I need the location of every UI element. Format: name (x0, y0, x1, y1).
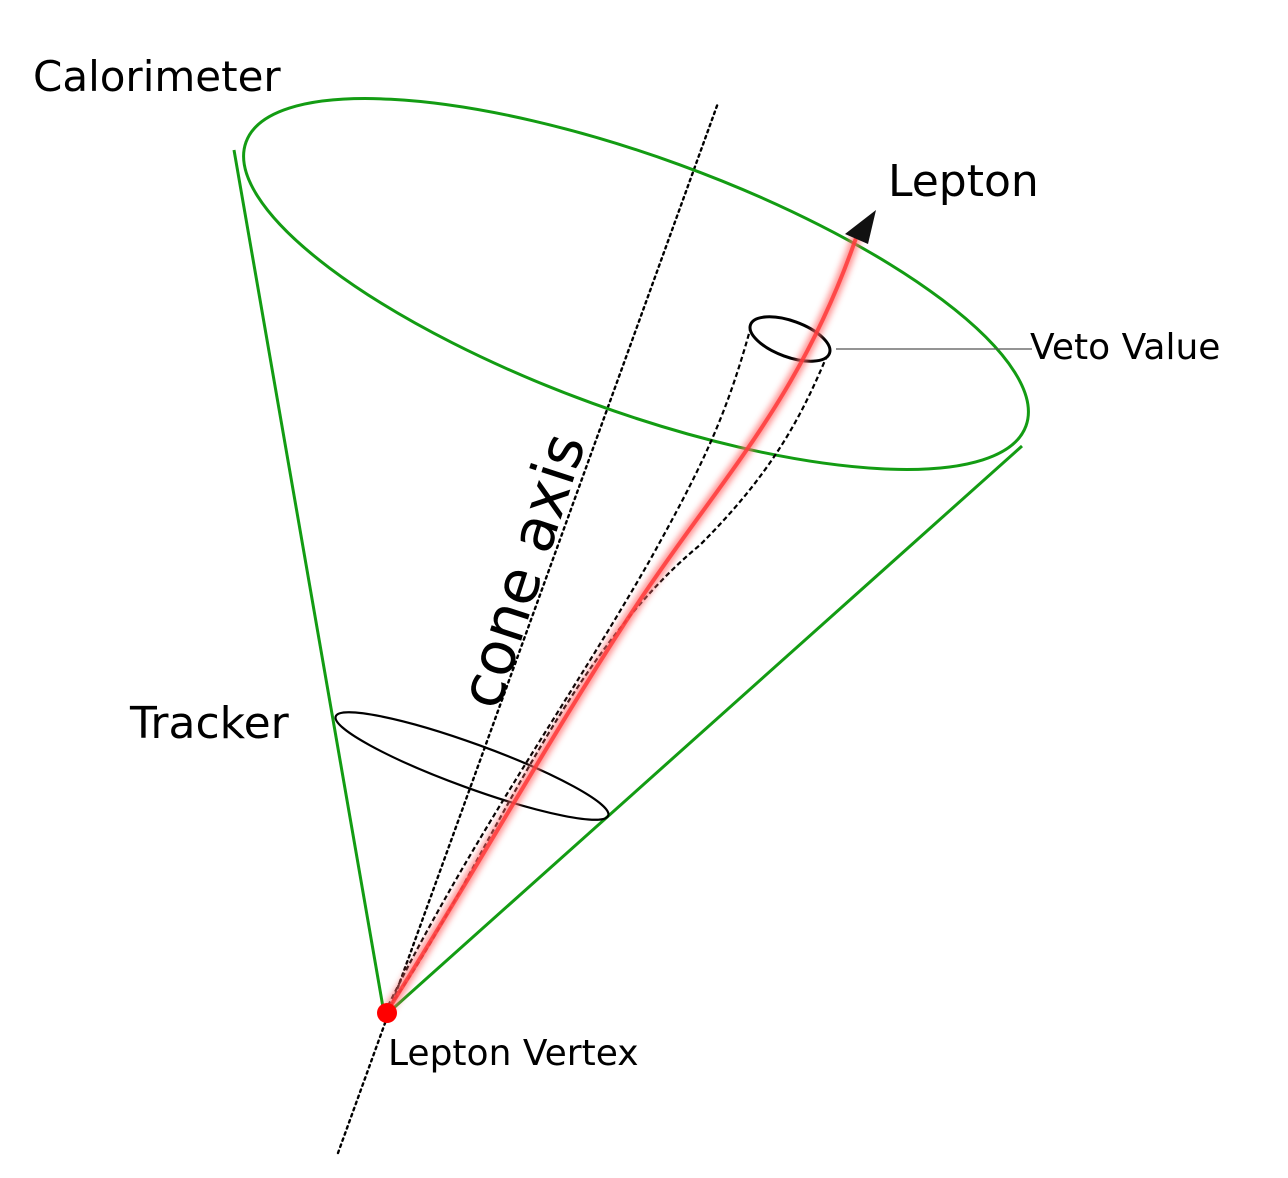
lepton-track (386, 236, 858, 1012)
cone-left-edge (232, 149, 386, 1014)
calorimeter-label: Calorimeter (33, 52, 281, 101)
veto-value-label: Veto Value (1030, 327, 1220, 368)
cone-axis-line (336, 101, 720, 1155)
lepton-label: Lepton (888, 156, 1039, 207)
tracker-ring (334, 711, 610, 821)
cone-right-edge (387, 444, 1023, 1015)
calorimeter-ring (242, 97, 1030, 471)
lepton-arrowhead (845, 210, 876, 244)
cone-axis-label: cone axis (446, 425, 600, 717)
tracker-label: Tracker (129, 698, 290, 749)
lepton-vertex-dot (377, 1003, 397, 1023)
veto-tube-left (387, 329, 752, 1007)
lepton-vertex-label: Lepton Vertex (388, 1033, 639, 1074)
